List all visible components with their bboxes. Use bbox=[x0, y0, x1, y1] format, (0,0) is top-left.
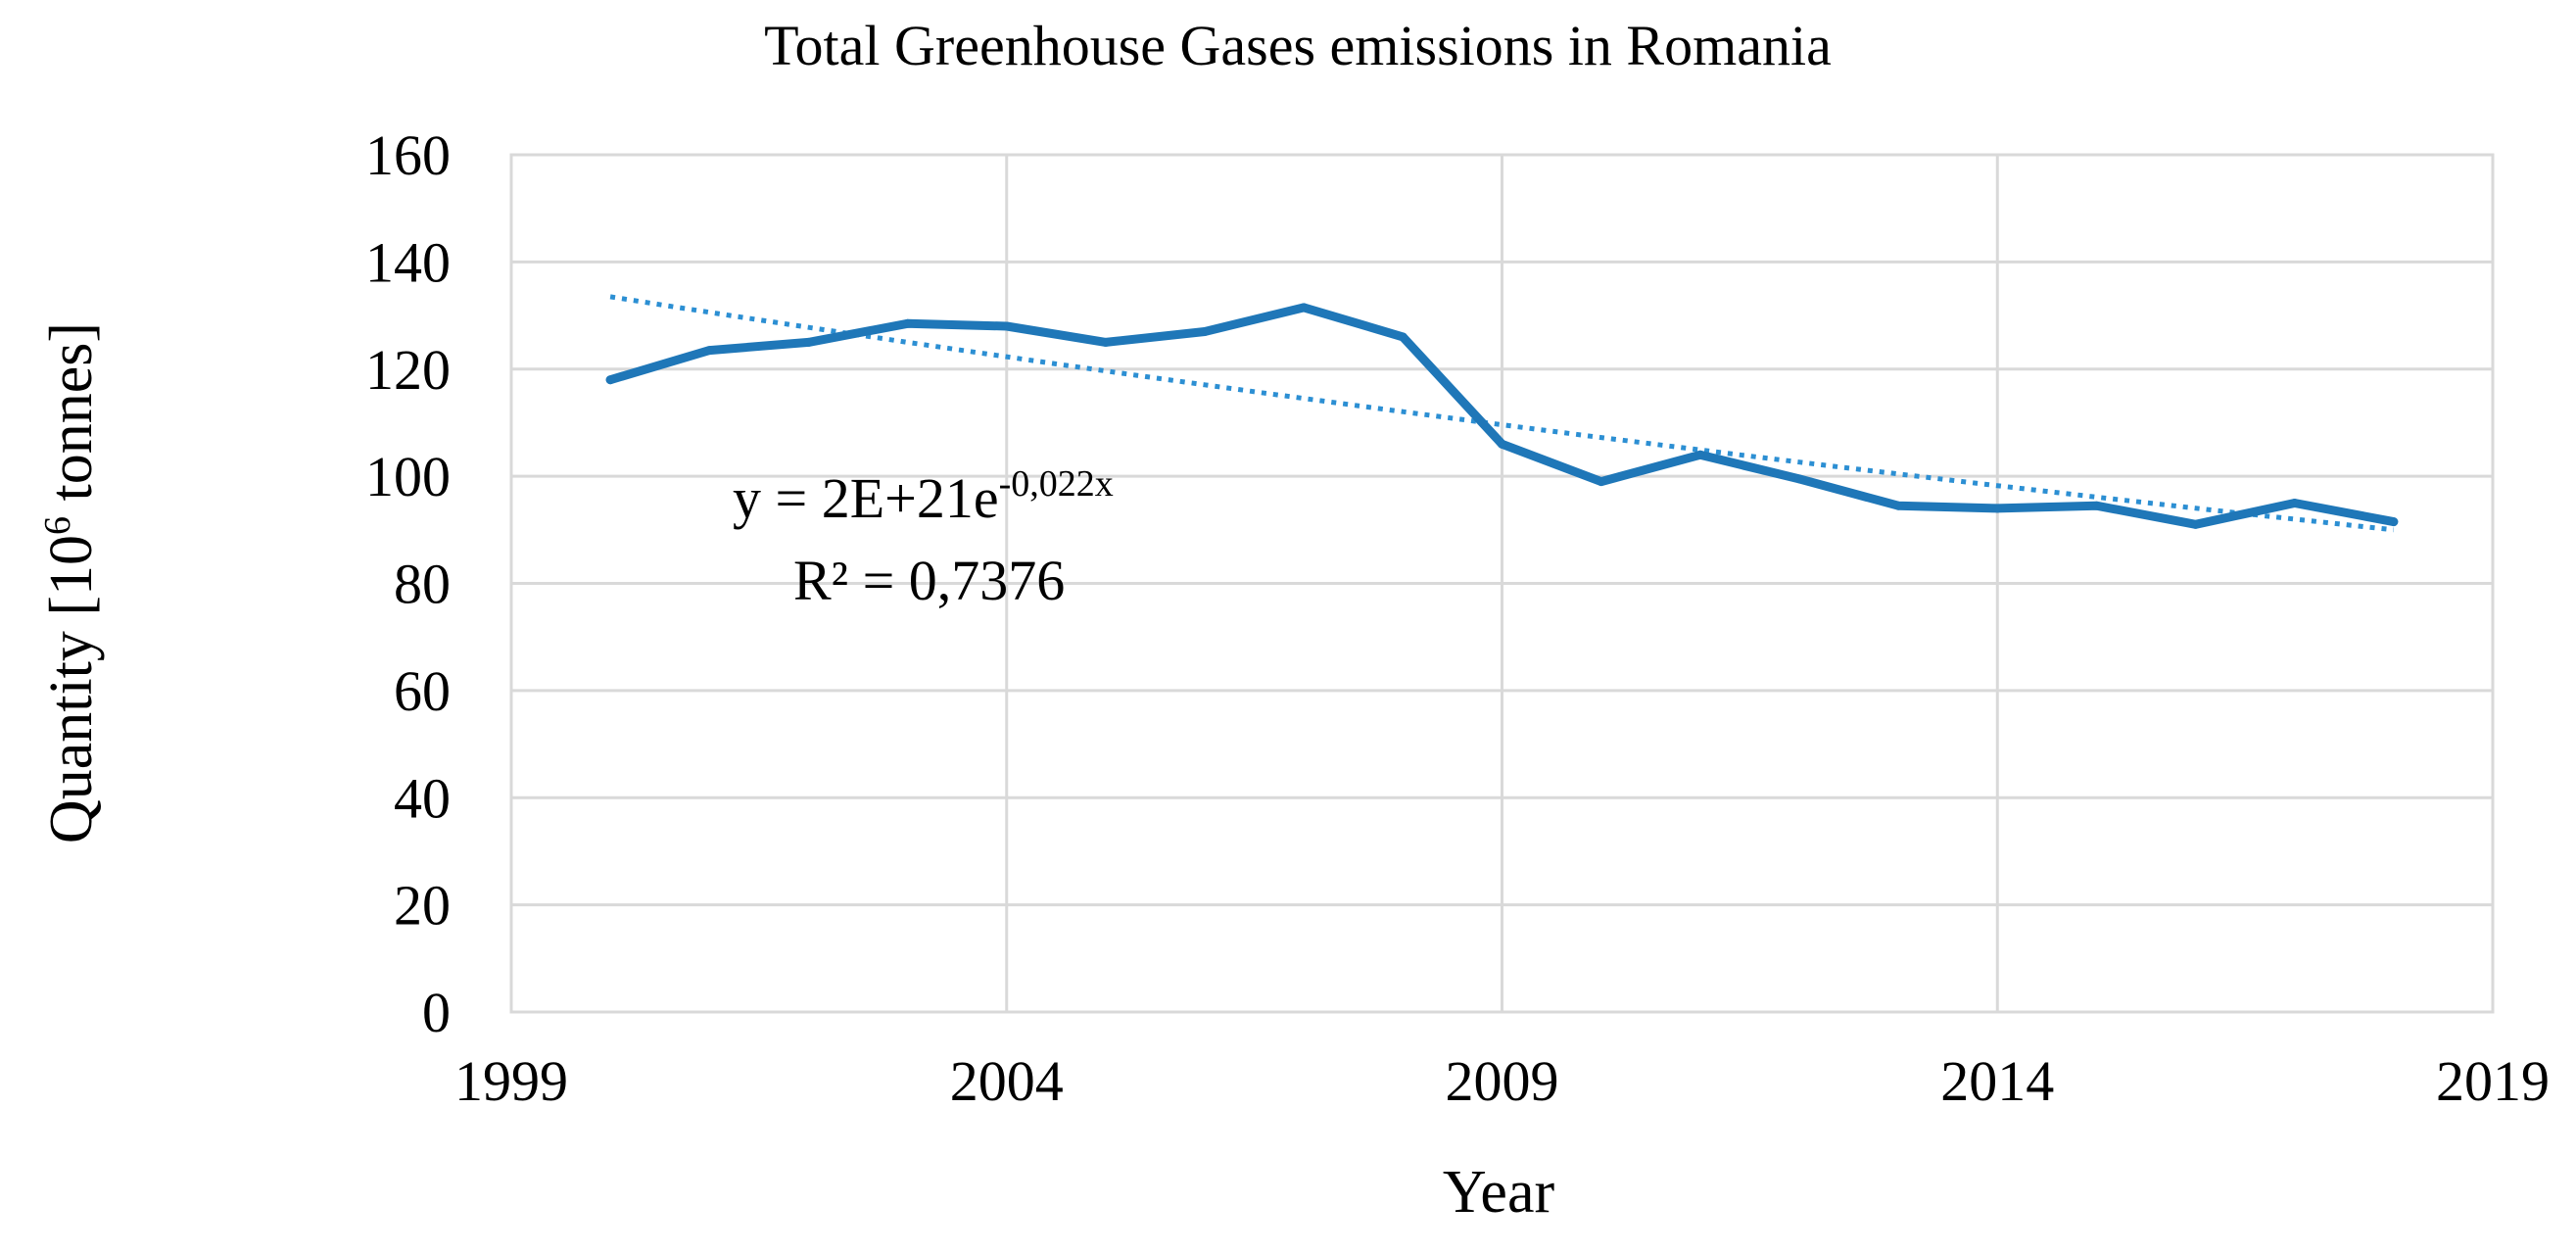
x-tick-label: 2014 bbox=[1940, 1049, 2054, 1113]
data-point bbox=[1992, 504, 2002, 513]
y-tick-label: 140 bbox=[365, 230, 451, 294]
chart-title: Total Greenhouse Gases emissions in Roma… bbox=[764, 14, 1832, 77]
trend-equation: y = 2E+21e-0,022x bbox=[733, 463, 1114, 530]
x-tick-label: 2009 bbox=[1446, 1049, 1559, 1113]
trend-r-squared: R² = 0,7376 bbox=[793, 549, 1065, 612]
data-point bbox=[1794, 474, 1804, 484]
data-point bbox=[1597, 477, 1606, 487]
y-tick-label: 120 bbox=[365, 338, 451, 402]
data-point bbox=[1299, 303, 1309, 313]
data-point bbox=[2091, 501, 2101, 510]
x-tick-label: 1999 bbox=[454, 1049, 568, 1113]
y-tick-label: 80 bbox=[394, 553, 451, 616]
y-tick-label: 160 bbox=[365, 123, 451, 187]
y-tick-label: 100 bbox=[365, 445, 451, 508]
y-tick-label: 0 bbox=[422, 981, 451, 1044]
trend-equation-exponent: -0,022x bbox=[999, 463, 1114, 505]
data-point bbox=[1498, 439, 1506, 449]
data-point bbox=[1002, 321, 1012, 331]
data-point bbox=[2290, 498, 2300, 507]
y-axis-label-base: Quantity [10 bbox=[38, 535, 105, 843]
y-axis-ticks: 0 20 40 60 80 100 120 140 160 bbox=[365, 123, 451, 1044]
data-point bbox=[1101, 337, 1111, 347]
y-tick-label: 40 bbox=[394, 766, 451, 830]
data-point bbox=[704, 346, 714, 356]
x-axis-label: Year bbox=[1443, 1159, 1555, 1226]
x-tick-label: 2019 bbox=[2436, 1049, 2550, 1113]
data-point bbox=[605, 375, 615, 385]
data-point bbox=[1695, 450, 1705, 459]
x-tick-label: 2004 bbox=[950, 1049, 1064, 1113]
trend-equation-base: y = 2E+21e bbox=[733, 466, 999, 530]
y-tick-label: 60 bbox=[394, 659, 451, 723]
data-points bbox=[605, 303, 2399, 529]
data-point bbox=[1893, 501, 1903, 510]
y-axis-label-unit: tonnes] bbox=[38, 322, 105, 516]
y-tick-label: 20 bbox=[394, 874, 451, 938]
data-point bbox=[903, 318, 913, 328]
plot-frame bbox=[509, 153, 2495, 1014]
data-point bbox=[2191, 519, 2201, 529]
data-point bbox=[2389, 517, 2399, 527]
x-axis-ticks: 1999 2004 2009 2014 2019 bbox=[454, 1049, 2550, 1113]
y-axis-label-exponent: 6 bbox=[37, 516, 78, 535]
y-axis-label: Quantity [106 tonnes] bbox=[37, 322, 105, 843]
data-point bbox=[1398, 332, 1407, 342]
data-point bbox=[1200, 326, 1210, 336]
data-point bbox=[803, 337, 813, 347]
